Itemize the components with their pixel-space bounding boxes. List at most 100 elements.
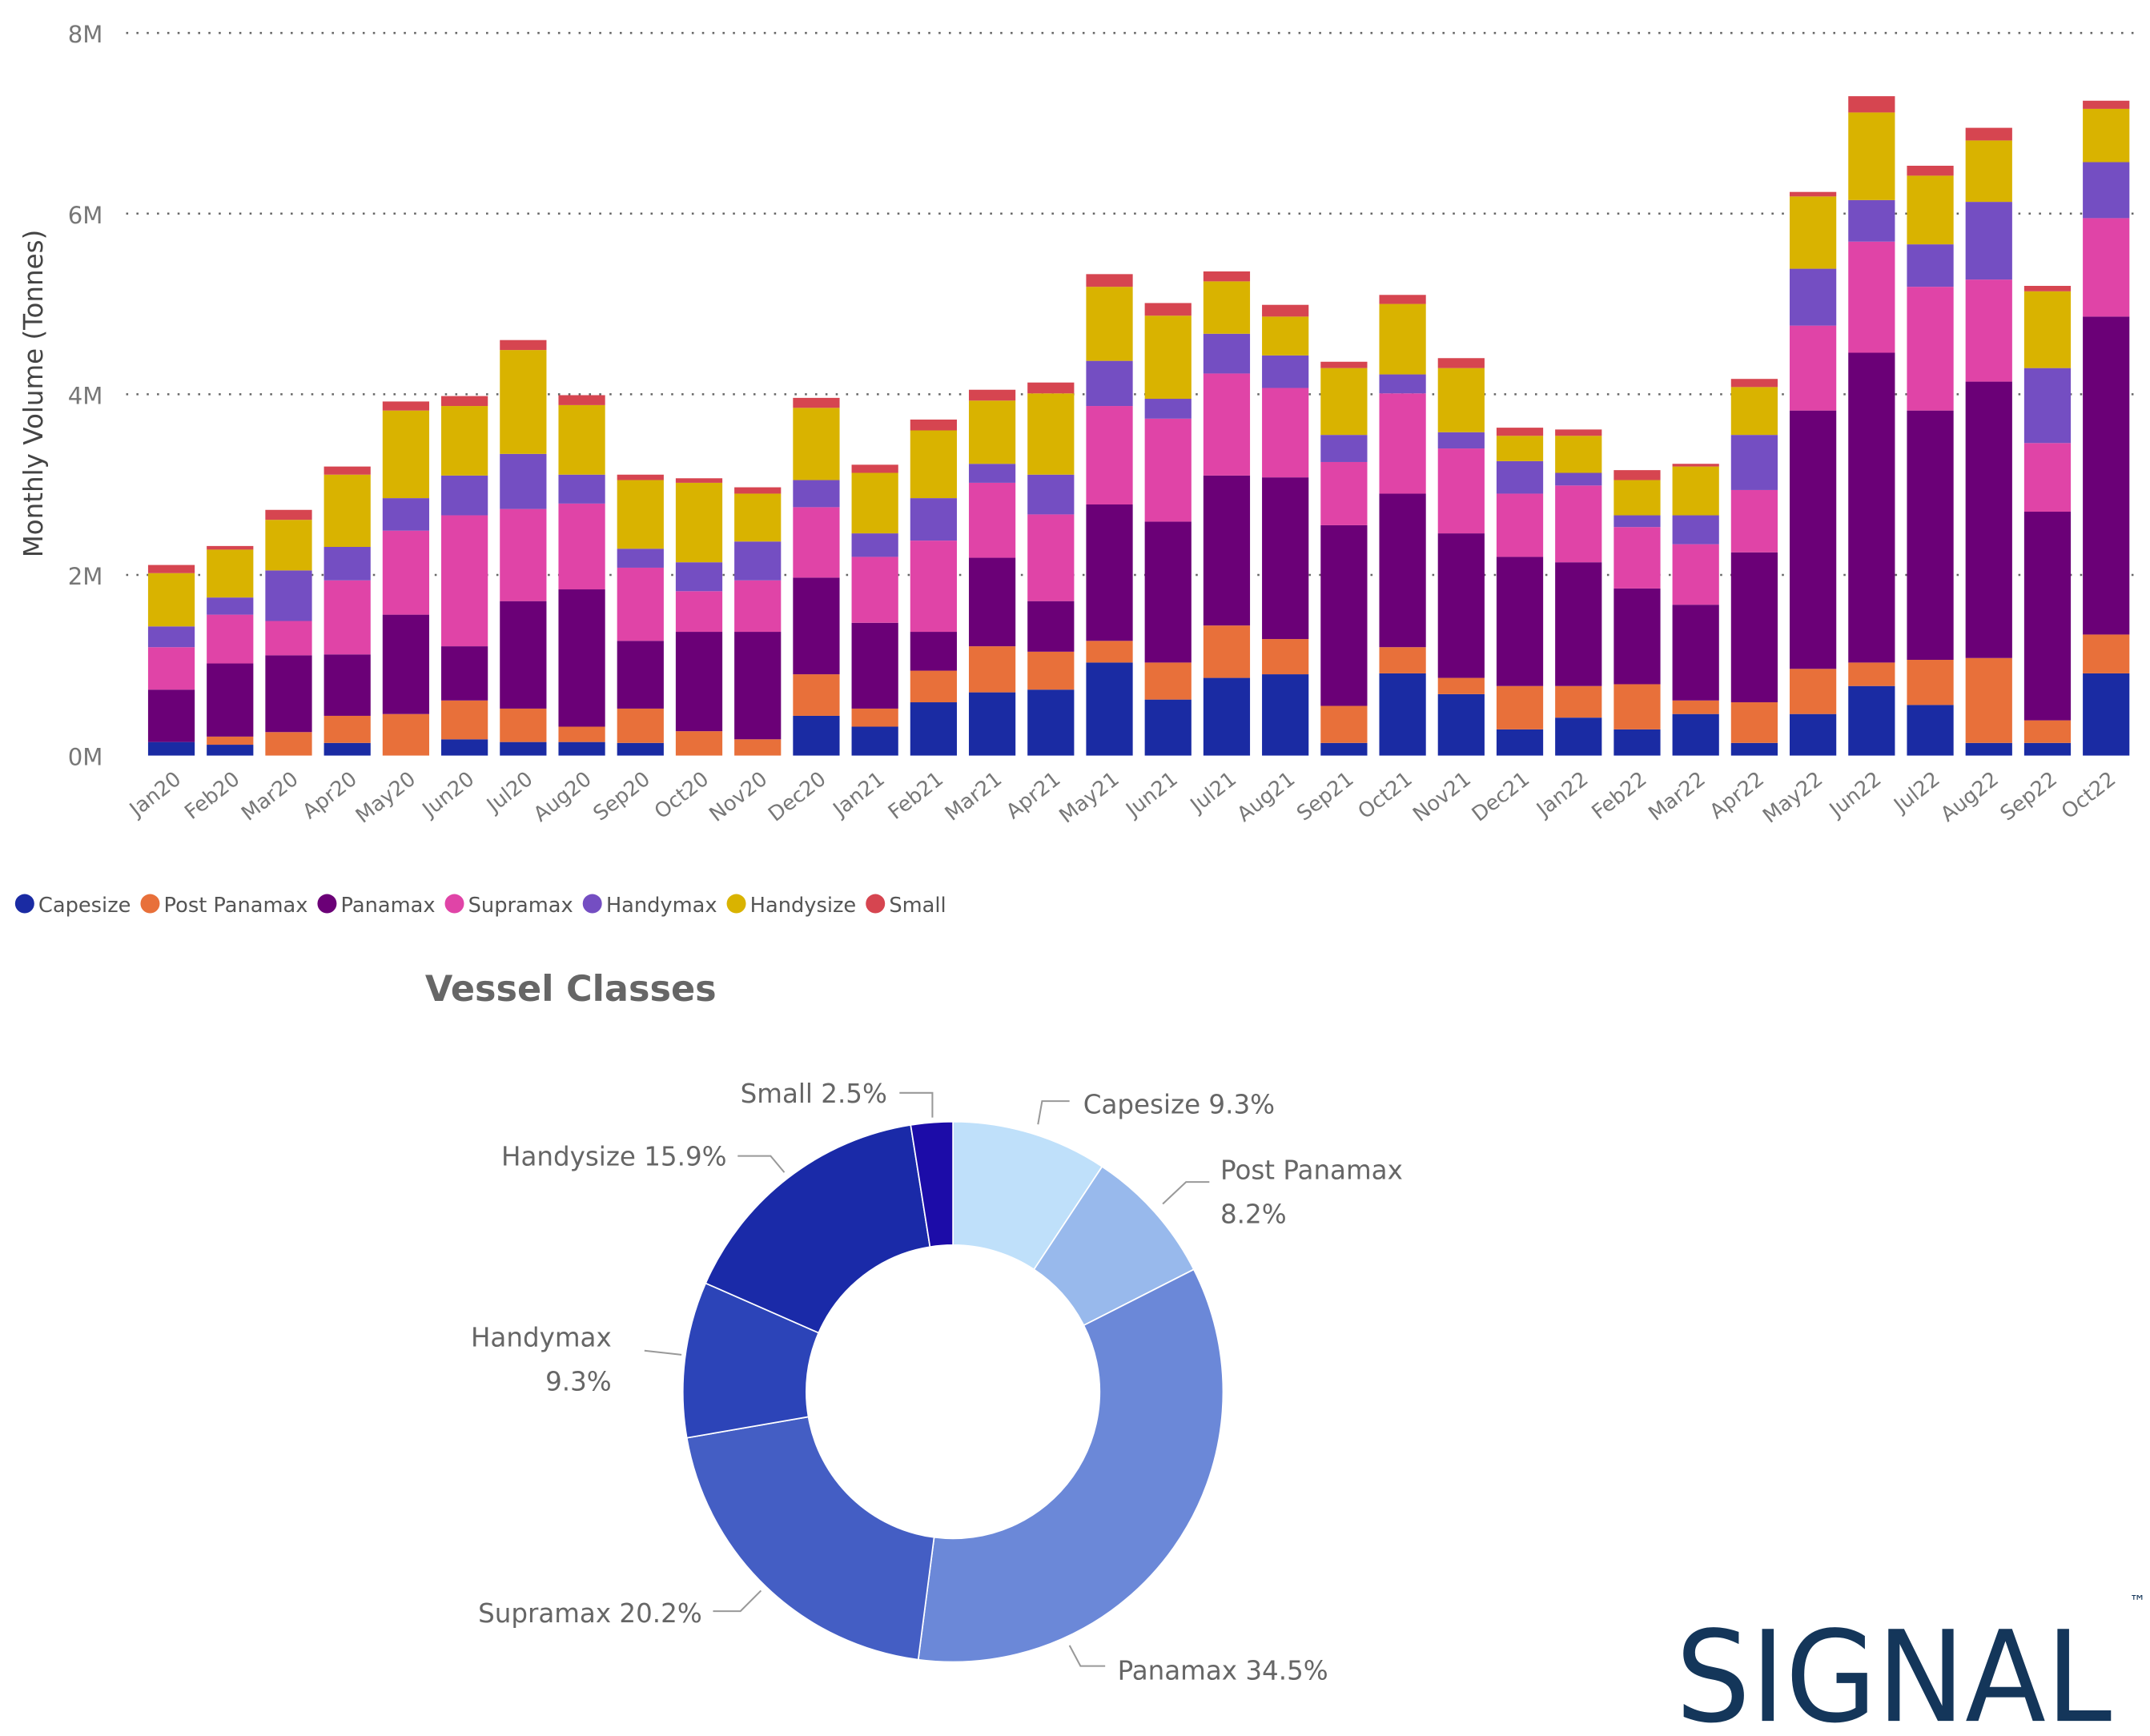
bar-segment-small[interactable] (1790, 191, 1837, 197)
bar-segment-handymax[interactable] (2083, 162, 2130, 219)
bar-segment-supramax[interactable] (1965, 279, 2012, 382)
bar-segment-handysize[interactable] (2083, 108, 2130, 163)
bar-segment-post-panamax[interactable] (675, 731, 723, 756)
bar-segment-panamax[interactable] (558, 589, 605, 727)
bar-segment-handymax[interactable] (910, 498, 957, 541)
bar-segment-supramax[interactable] (910, 540, 957, 633)
bar-segment-supramax[interactable] (1730, 489, 1778, 553)
bar-segment-panamax[interactable] (1965, 381, 2012, 658)
bar-segment-handysize[interactable] (1907, 175, 1954, 245)
bar-segment-panamax[interactable] (382, 614, 430, 714)
bar-segment-handymax[interactable] (1262, 355, 1309, 388)
bar-segment-panamax[interactable] (1555, 562, 1602, 686)
bar-segment-small[interactable] (617, 474, 664, 480)
bar-segment-capesize[interactable] (558, 741, 605, 756)
bar-segment-small[interactable] (675, 478, 723, 483)
bar-segment-handymax[interactable] (968, 464, 1016, 483)
bar-segment-small[interactable] (382, 401, 430, 411)
bar-segment-supramax[interactable] (851, 557, 898, 623)
bar-segment-handysize[interactable] (1790, 196, 1837, 269)
bar-segment-panamax[interactable] (1614, 588, 1661, 685)
bar-segment-panamax[interactable] (851, 622, 898, 709)
bar-segment-small[interactable] (1496, 428, 1544, 436)
bar-segment-post-panamax[interactable] (1790, 669, 1837, 714)
bar-segment-small[interactable] (1262, 304, 1309, 317)
bar-segment-small[interactable] (1027, 382, 1075, 394)
bar-segment-capesize[interactable] (1144, 699, 1192, 756)
bar-segment-supramax[interactable] (2083, 218, 2130, 317)
bar-segment-capesize[interactable] (1965, 742, 2012, 756)
bar-segment-supramax[interactable] (1496, 493, 1544, 557)
bar-segment-small[interactable] (1086, 274, 1133, 287)
bar-segment-handymax[interactable] (617, 549, 664, 568)
bar-segment-handymax[interactable] (265, 570, 312, 621)
bar-segment-panamax[interactable] (1379, 493, 1426, 648)
bar-segment-capesize[interactable] (2023, 742, 2072, 756)
donut-slice-panamax[interactable] (917, 1268, 1224, 1663)
bar-segment-small[interactable] (324, 466, 371, 475)
bar-segment-handymax[interactable] (1965, 202, 2012, 280)
bar-segment-supramax[interactable] (793, 507, 840, 578)
bar-segment-panamax[interactable] (1144, 521, 1192, 663)
bar-segment-panamax[interactable] (265, 655, 312, 733)
bar-segment-capesize[interactable] (441, 739, 488, 756)
bar-segment-handymax[interactable] (1379, 374, 1426, 394)
bar-segment-post-panamax[interactable] (1907, 660, 1954, 705)
bar-segment-handysize[interactable] (1965, 140, 2012, 203)
bar-segment-small[interactable] (1320, 361, 1368, 368)
bar-segment-panamax[interactable] (968, 557, 1016, 647)
bar-segment-handysize[interactable] (734, 493, 782, 542)
bar-segment-post-panamax[interactable] (207, 736, 254, 745)
bar-segment-capesize[interactable] (1672, 713, 1719, 756)
bar-segment-handymax[interactable] (1730, 435, 1778, 490)
bar-segment-small[interactable] (1672, 464, 1719, 467)
bar-segment-capesize[interactable] (1262, 674, 1309, 756)
bar-segment-panamax[interactable] (500, 601, 547, 709)
bar-segment-handysize[interactable] (441, 406, 488, 476)
bar-segment-supramax[interactable] (382, 530, 430, 615)
bar-segment-supramax[interactable] (1848, 241, 1895, 353)
bar-segment-post-panamax[interactable] (1262, 639, 1309, 675)
bar-segment-small[interactable] (734, 487, 782, 494)
bar-segment-post-panamax[interactable] (500, 708, 547, 742)
bar-segment-small[interactable] (1144, 303, 1192, 316)
bar-segment-handysize[interactable] (207, 549, 254, 598)
bar-segment-supramax[interactable] (617, 567, 664, 641)
bar-segment-supramax[interactable] (265, 621, 312, 656)
bar-segment-panamax[interactable] (1262, 477, 1309, 640)
bar-segment-post-panamax[interactable] (2023, 720, 2072, 743)
bar-segment-capesize[interactable] (500, 741, 547, 756)
bar-segment-capesize[interactable] (2083, 673, 2130, 756)
bar-segment-small[interactable] (500, 340, 547, 351)
bar-segment-handymax[interactable] (1672, 515, 1719, 545)
bar-segment-supramax[interactable] (147, 647, 195, 690)
bar-segment-supramax[interactable] (2023, 443, 2072, 512)
bar-segment-post-panamax[interactable] (1379, 647, 1426, 673)
legend-marker[interactable] (866, 894, 886, 914)
bar-segment-small[interactable] (851, 464, 898, 473)
bar-segment-panamax[interactable] (1848, 352, 1895, 663)
bar-segment-capesize[interactable] (1730, 742, 1778, 756)
bar-segment-panamax[interactable] (793, 577, 840, 675)
bar-segment-handysize[interactable] (382, 410, 430, 499)
bar-segment-supramax[interactable] (1614, 527, 1661, 589)
bar-segment-capesize[interactable] (1848, 685, 1895, 756)
bar-segment-handysize[interactable] (147, 573, 195, 627)
bar-segment-capesize[interactable] (910, 702, 957, 756)
bar-segment-handymax[interactable] (1496, 460, 1544, 494)
legend-label[interactable]: Handymax (606, 894, 717, 918)
bar-segment-handysize[interactable] (324, 474, 371, 548)
legend-label[interactable]: Post Panamax (164, 894, 308, 918)
bar-segment-post-panamax[interactable] (382, 713, 430, 756)
legend-marker[interactable] (726, 894, 746, 914)
bar-segment-handysize[interactable] (1262, 316, 1309, 356)
bar-segment-post-panamax[interactable] (324, 715, 371, 743)
bar-segment-handymax[interactable] (851, 533, 898, 557)
bar-segment-handysize[interactable] (910, 430, 957, 499)
bar-segment-supramax[interactable] (1027, 514, 1075, 601)
bar-segment-capesize[interactable] (1907, 705, 1954, 756)
bar-segment-handysize[interactable] (1672, 466, 1719, 516)
bar-segment-supramax[interactable] (558, 503, 605, 590)
donut-slice-handysize[interactable] (705, 1123, 931, 1334)
bar-segment-small[interactable] (910, 419, 957, 431)
